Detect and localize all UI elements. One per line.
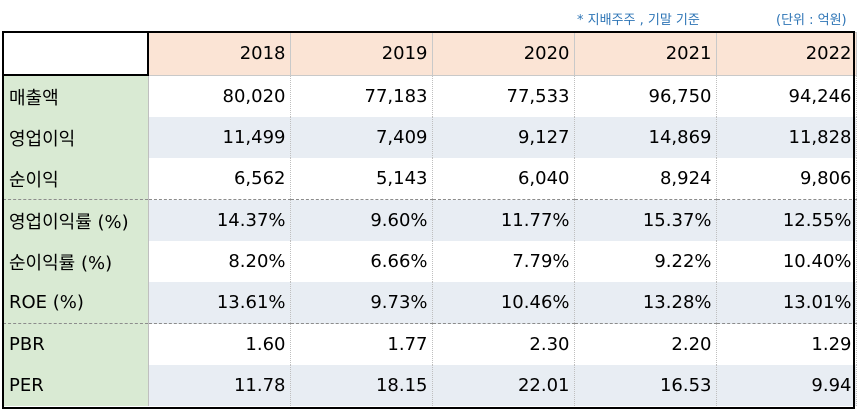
row-label: PER (3, 365, 149, 406)
table-cell: 77,183 (290, 75, 433, 117)
table-cell: 9.60% (290, 199, 433, 241)
table-row: 순이익 6,562 5,143 6,040 8,924 9,806 (3, 158, 857, 200)
table-cell: 14.37% (148, 199, 291, 241)
table-cell: 13.28% (574, 282, 717, 324)
table-cell: 2.20 (574, 323, 717, 365)
table-cell: 77,533 (432, 75, 575, 117)
table-cell: 11.77% (432, 199, 575, 241)
table-cell: 2.30 (432, 323, 575, 365)
year-header: 2022 (715, 31, 857, 76)
table-cell: 9.22% (574, 241, 717, 282)
table-cell: 11,828 (716, 117, 857, 158)
table-cell: 11,499 (148, 117, 291, 158)
table-cell: 11.78 (148, 365, 291, 406)
table-cell: 1.29 (716, 323, 857, 365)
year-header: 2021 (573, 31, 717, 76)
table-cell: 13.61% (148, 282, 291, 324)
table-cell: 8,924 (574, 158, 717, 200)
table-cell: 16.53 (574, 365, 717, 406)
year-header: 2020 (431, 31, 575, 76)
basis-note: * 지배주주 , 기말 기준 (577, 13, 700, 28)
row-label: PBR (3, 323, 149, 365)
row-label: 매출액 (3, 75, 149, 117)
table-cell: 9.73% (290, 282, 433, 324)
table-cell: 8.20% (148, 241, 291, 282)
table-cell: 13.01% (716, 282, 857, 324)
table-cell: 10.40% (716, 241, 857, 282)
table-cell: 6,562 (148, 158, 291, 200)
table-cell: 14,869 (574, 117, 717, 158)
table-cell: 1.77 (290, 323, 433, 365)
table-row: ROE (%) 13.61% 9.73% 10.46% 13.28% 13.01… (3, 282, 857, 324)
corner-cell (2, 31, 149, 76)
table-cell: 7.79% (432, 241, 575, 282)
year-header: 2019 (289, 31, 433, 76)
table-cell: 6.66% (290, 241, 433, 282)
table-notes: * 지배주주 , 기말 기준 (단위 : 억원) (0, 9, 859, 28)
year-header: 2018 (147, 31, 291, 76)
table-cell: 6,040 (432, 158, 575, 200)
table-cell: 18.15 (290, 365, 433, 406)
table-cell: 9.94 (716, 365, 857, 406)
table-cell: 12.55% (716, 199, 857, 241)
table-row: PBR 1.60 1.77 2.30 2.20 1.29 (3, 323, 857, 365)
table-cell: 9,806 (716, 158, 857, 200)
table-cell: 10.46% (432, 282, 575, 324)
table-cell: 80,020 (148, 75, 291, 117)
row-label: 영업이익률 (%) (3, 199, 149, 241)
table-cell: 1.60 (148, 323, 291, 365)
table-cell: 7,409 (290, 117, 433, 158)
row-label: 순이익 (3, 158, 149, 200)
row-label: ROE (%) (3, 282, 149, 324)
row-label: 영업이익 (3, 117, 149, 158)
table-cell: 22.01 (432, 365, 575, 406)
table-cell: 15.37% (574, 199, 717, 241)
table-row: 매출액 80,020 77,183 77,533 96,750 94,246 (3, 75, 857, 117)
financial-table: 2018 2019 2020 2021 2022 매출액 80,020 77,1… (2, 31, 857, 406)
table-cell: 94,246 (716, 75, 857, 117)
table-row: 순이익률 (%) 8.20% 6.66% 7.79% 9.22% 10.40% (3, 241, 857, 282)
table-row: 영업이익률 (%) 14.37% 9.60% 11.77% 15.37% 12.… (3, 199, 857, 241)
table-cell: 9,127 (432, 117, 575, 158)
table-cell: 5,143 (290, 158, 433, 200)
row-label: 순이익률 (%) (3, 241, 149, 282)
table-cell: 96,750 (574, 75, 717, 117)
unit-note: (단위 : 억원) (776, 13, 847, 28)
table-row: PER 11.78 18.15 22.01 16.53 9.94 (3, 365, 857, 406)
header-row: 2018 2019 2020 2021 2022 (2, 31, 857, 76)
table-row: 영업이익 11,499 7,409 9,127 14,869 11,828 (3, 117, 857, 158)
